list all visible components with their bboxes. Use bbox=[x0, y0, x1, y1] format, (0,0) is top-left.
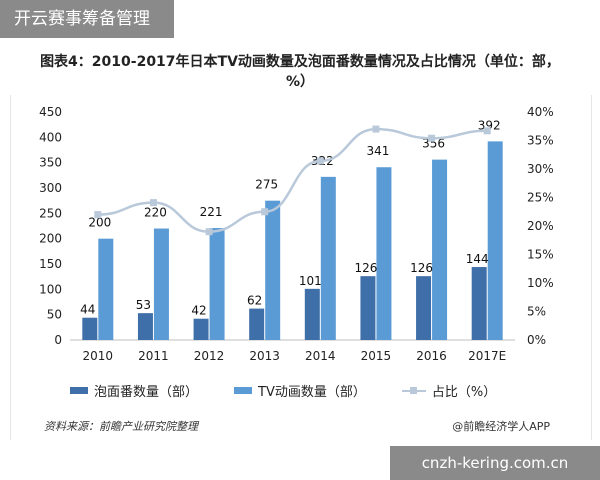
x-tick-label: 2010 bbox=[83, 349, 114, 363]
corner-tag: 开云赛事筹备管理 bbox=[0, 0, 174, 38]
legend-item-ratio: 占比（%） bbox=[401, 381, 497, 400]
x-tick-label: 2014 bbox=[305, 349, 336, 363]
data-label-tv: 356 bbox=[422, 137, 445, 151]
x-tick-label: 2015 bbox=[361, 349, 392, 363]
legend-label-tv: TV动画数量（部） bbox=[258, 385, 366, 400]
x-tick-label: 2017E bbox=[468, 349, 506, 363]
bar-bubble bbox=[249, 308, 265, 340]
y-left-tick-label: 100 bbox=[39, 282, 62, 296]
data-label-bubble: 126 bbox=[354, 261, 377, 275]
bar-bubble bbox=[304, 288, 320, 340]
x-tick-label: 2012 bbox=[194, 349, 225, 363]
y-left-tick-label: 50 bbox=[47, 308, 62, 322]
data-label-bubble: 53 bbox=[136, 298, 151, 312]
y-left-tick-label: 0 bbox=[54, 333, 62, 347]
chart-title: 图表4：2010-2017年日本TV动画数量及泡面番数量情况及占比情况（单位：部… bbox=[40, 54, 560, 90]
data-label-tv: 392 bbox=[478, 118, 501, 132]
y-left-tick-label: 250 bbox=[39, 206, 62, 220]
x-tick-label: 2016 bbox=[416, 349, 447, 363]
app-credit: @前瞻经济学人APP bbox=[452, 420, 550, 433]
y-right-tick-label: 0% bbox=[527, 333, 546, 347]
ratio-point bbox=[372, 125, 380, 133]
y-left-tick-label: 400 bbox=[39, 130, 62, 144]
data-label-bubble: 44 bbox=[80, 303, 95, 317]
ratio-point bbox=[261, 208, 269, 216]
site-url-banner: cnzh-kering.com.cn bbox=[390, 446, 600, 480]
source-note: 资料来源：前瞻产业研究院整理 bbox=[44, 420, 198, 433]
bar-tv bbox=[153, 228, 169, 340]
bar-bubble bbox=[416, 276, 432, 340]
y-left-tick-label: 350 bbox=[39, 156, 62, 170]
legend-item-tv: TV动画数量（部） bbox=[234, 381, 366, 400]
x-tick-label: 2011 bbox=[138, 349, 169, 363]
bar-tv bbox=[265, 200, 281, 340]
y-right-tick-label: 30% bbox=[527, 162, 554, 176]
legend-label-ratio: 占比（%） bbox=[431, 385, 497, 400]
bar-tv bbox=[209, 228, 225, 340]
y-right-tick-label: 35% bbox=[527, 134, 554, 148]
bar-bubble bbox=[137, 313, 153, 340]
bar-bubble bbox=[360, 276, 376, 340]
ratio-point bbox=[316, 157, 324, 165]
bar-tv bbox=[98, 238, 114, 340]
data-label-bubble: 144 bbox=[466, 252, 489, 266]
ratio-line bbox=[97, 127, 488, 233]
y-left-tick-label: 450 bbox=[39, 105, 62, 119]
y-right-tick-label: 10% bbox=[527, 276, 554, 290]
ratio-point bbox=[205, 228, 213, 236]
bar-bubble bbox=[82, 317, 98, 340]
data-label-tv: 341 bbox=[366, 144, 389, 158]
y-left-tick-label: 300 bbox=[39, 181, 62, 195]
y-right-tick-label: 20% bbox=[527, 219, 554, 233]
bar-tv bbox=[320, 176, 336, 340]
y-right-tick-label: 5% bbox=[527, 305, 546, 319]
y-right-tick-label: 15% bbox=[527, 248, 554, 262]
x-tick-label: 2013 bbox=[249, 349, 280, 363]
data-label-tv: 220 bbox=[144, 206, 167, 220]
legend-swatch-bubble bbox=[70, 387, 88, 394]
legend-swatch-tv bbox=[234, 387, 253, 394]
chart-legend: 泡面番数量（部） TV动画数量（部） 占比（%） bbox=[70, 381, 580, 400]
bar-tv bbox=[376, 167, 392, 340]
y-right-tick-label: 40% bbox=[527, 105, 554, 119]
legend-swatch-ratio bbox=[401, 386, 426, 394]
data-label-bubble: 62 bbox=[247, 294, 262, 308]
y-left-tick-label: 150 bbox=[39, 257, 62, 271]
chart-frame bbox=[10, 95, 592, 440]
data-label-bubble: 42 bbox=[191, 304, 206, 318]
ratio-point bbox=[149, 199, 157, 207]
bar-tv bbox=[432, 159, 448, 340]
bar-tv bbox=[487, 141, 503, 340]
ratio-point bbox=[428, 134, 436, 142]
ratio-point bbox=[94, 211, 102, 219]
data-label-tv: 275 bbox=[255, 178, 278, 192]
ratio-point bbox=[483, 127, 491, 135]
legend-label-bubble: 泡面番数量（部） bbox=[94, 385, 199, 400]
y-left-tick-label: 200 bbox=[39, 232, 62, 246]
data-label-bubble: 126 bbox=[410, 261, 433, 275]
bar-bubble bbox=[193, 318, 209, 340]
bar-bubble bbox=[471, 267, 487, 340]
y-right-tick-label: 25% bbox=[527, 191, 554, 205]
data-label-tv: 200 bbox=[88, 216, 111, 230]
data-label-bubble: 101 bbox=[299, 274, 322, 288]
data-label-tv: 221 bbox=[200, 205, 223, 219]
legend-item-bubble: 泡面番数量（部） bbox=[70, 381, 198, 400]
